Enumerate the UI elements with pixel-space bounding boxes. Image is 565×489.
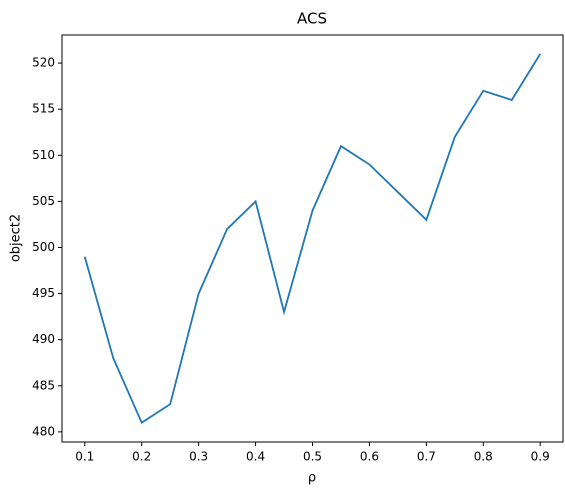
y-tick-label: 505 — [32, 194, 55, 208]
x-tick-label: 0.4 — [246, 450, 265, 464]
x-tick-label: 0.3 — [189, 450, 208, 464]
y-tick-label: 510 — [32, 148, 55, 162]
data-line — [83, 53, 541, 424]
y-tick-label: 480 — [32, 424, 55, 438]
x-tick-label: 0.8 — [474, 450, 493, 464]
x-tick-label: 0.6 — [360, 450, 379, 464]
y-tick-label: 485 — [32, 378, 55, 392]
chart-title: ACS — [297, 10, 327, 28]
x-tick-label: 0.7 — [417, 450, 436, 464]
plot-frame — [61, 34, 564, 443]
y-tick-label: 495 — [32, 286, 55, 300]
x-tick-label: 0.5 — [303, 450, 322, 464]
y-axis-label: object2 — [9, 214, 24, 262]
y-tick-label: 490 — [32, 332, 55, 346]
x-tick-label: 0.1 — [75, 450, 94, 464]
x-tick-label: 0.2 — [132, 450, 151, 464]
y-tick-label: 520 — [32, 56, 55, 70]
y-tick-label: 500 — [32, 240, 55, 254]
x-tick-label: 0.9 — [531, 450, 550, 464]
y-tick-label: 515 — [32, 102, 55, 116]
x-axis-label: ρ — [308, 471, 316, 486]
